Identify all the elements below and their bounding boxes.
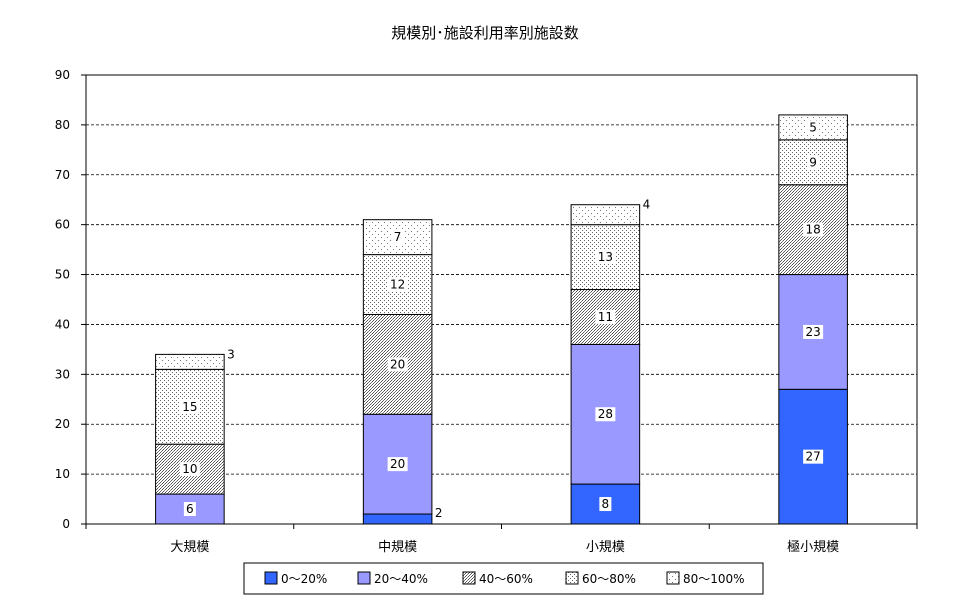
data-label-bg xyxy=(803,222,824,237)
legend-label: 20～40% xyxy=(374,572,428,586)
data-label: 4 xyxy=(643,198,651,212)
legend-swatch xyxy=(357,571,371,585)
data-label-bg xyxy=(595,250,616,265)
y-tick-label: 40 xyxy=(55,317,70,331)
data-label-bg xyxy=(183,502,196,517)
data-label-bg xyxy=(595,407,616,422)
legend-label: 40～60% xyxy=(479,572,533,586)
y-tick-label: 0 xyxy=(62,517,70,531)
data-label: 6 xyxy=(186,502,194,516)
legend-swatch xyxy=(462,571,476,585)
data-label-bg xyxy=(387,277,408,292)
data-label-bg xyxy=(640,197,653,212)
data-label-bg xyxy=(387,357,408,372)
data-label: 15 xyxy=(182,400,197,414)
bar-segment xyxy=(570,204,641,226)
data-label-bg xyxy=(387,457,408,472)
category-label: 極小規模 xyxy=(787,539,839,555)
data-label: 7 xyxy=(394,230,402,244)
data-label-bg xyxy=(599,497,612,512)
data-label: 13 xyxy=(598,250,613,264)
data-label: 23 xyxy=(805,325,820,339)
data-label-bg xyxy=(432,506,445,521)
legend-items: 0～20% 20～40% 40～60% 60～80% 80～100% xyxy=(264,571,745,586)
data-label: 2 xyxy=(435,506,443,520)
category-label: 小規模 xyxy=(586,540,625,555)
data-label: 8 xyxy=(602,497,610,511)
data-label-bg xyxy=(225,347,238,362)
data-label: 5 xyxy=(809,120,817,134)
data-label-bg xyxy=(803,324,824,339)
x-axis: 大規模 中規模 小規模 極小規模 xyxy=(85,524,918,555)
data-label-bg xyxy=(595,309,616,324)
legend-label: 60～80% xyxy=(582,572,636,586)
data-label: 20 xyxy=(390,357,405,371)
data-label: 18 xyxy=(805,223,820,237)
data-label: 12 xyxy=(390,278,405,292)
y-tick-label: 70 xyxy=(55,168,70,182)
y-tick-label: 90 xyxy=(55,68,70,82)
data-label-bg xyxy=(391,230,404,245)
category-label: 中規模 xyxy=(378,540,417,555)
y-tick-label: 50 xyxy=(55,268,70,282)
data-label: 10 xyxy=(182,462,197,476)
y-tick-label: 60 xyxy=(55,218,70,232)
y-tick-label: 20 xyxy=(55,417,70,431)
data-label-bg xyxy=(807,155,820,170)
data-label: 11 xyxy=(598,310,613,324)
legend-label: 0～20% xyxy=(281,572,327,586)
data-label-bg xyxy=(803,449,824,464)
data-label: 27 xyxy=(805,450,820,464)
data-label: 3 xyxy=(227,347,235,361)
legend-swatch xyxy=(264,571,278,585)
data-label-bg xyxy=(179,462,200,477)
category-label: 大規模 xyxy=(170,540,209,555)
chart-title: 規模別･施設利用率別施設数 xyxy=(391,24,579,42)
data-label: 20 xyxy=(390,457,405,471)
legend-swatch xyxy=(666,571,680,585)
legend-label: 80～100% xyxy=(683,572,745,586)
y-tick-label: 30 xyxy=(55,367,70,381)
y-tick-label: 80 xyxy=(55,118,70,132)
data-label-bg xyxy=(179,399,200,414)
data-label: 28 xyxy=(598,407,613,421)
bars: 6 10 15 3 2 20 20 12 7 8 28 11 13 4 27 23 18 9 5 xyxy=(155,114,848,525)
y-axis: 0 10 20 30 40 50 60 70 80 90 xyxy=(55,68,86,531)
bar-segment xyxy=(362,513,433,525)
data-label-bg xyxy=(807,120,820,135)
y-tick-label: 10 xyxy=(55,467,70,481)
bar-segment xyxy=(155,353,225,370)
legend-swatch xyxy=(565,571,579,585)
data-label: 9 xyxy=(809,155,817,169)
